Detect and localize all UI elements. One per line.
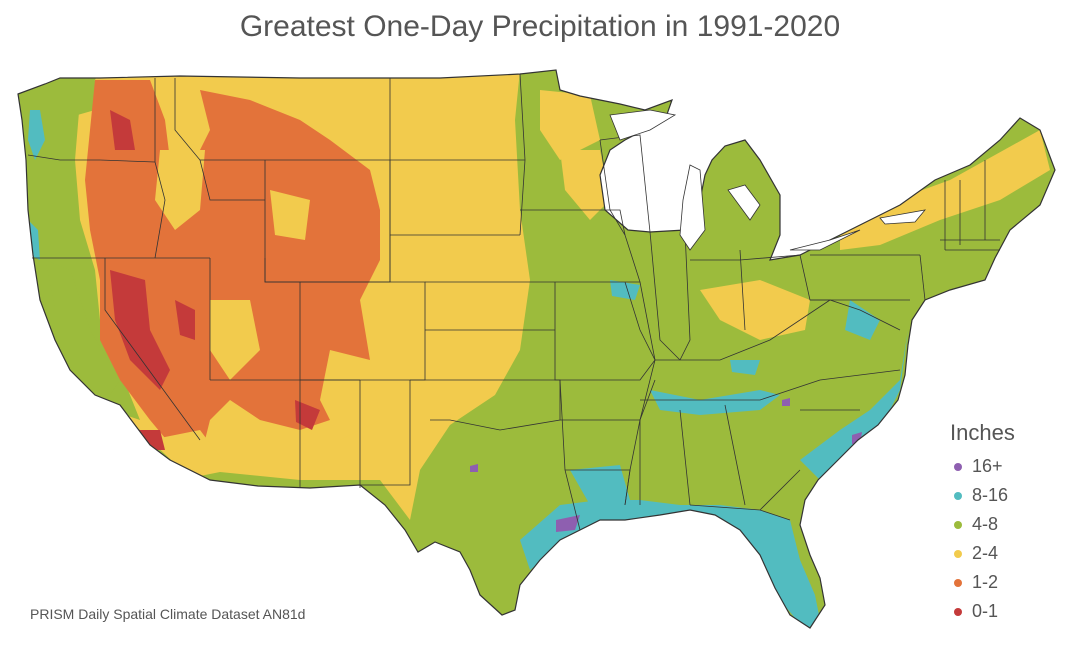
legend-swatch-4-8 bbox=[954, 520, 962, 529]
us-outline bbox=[17, 69, 1056, 629]
map-land-fill bbox=[18, 70, 1055, 628]
legend-item-2-4: 2-4 bbox=[950, 539, 1015, 568]
legend-label-16-plus: 16+ bbox=[972, 456, 1003, 476]
legend-item-16-plus: 16+ bbox=[950, 452, 1015, 481]
legend-swatch-8-16 bbox=[954, 491, 962, 500]
legend-label-0-1: 0-1 bbox=[972, 601, 999, 621]
great-lakes bbox=[609, 109, 927, 251]
legend-swatch-0-1 bbox=[954, 607, 962, 616]
state-borders bbox=[27, 73, 1000, 531]
map-legend: Inches 16+ 8-16 4-8 2-4 1-2 0-1 bbox=[950, 420, 1015, 626]
map-title: Greatest One-Day Precipitation in 1991-2… bbox=[239, 10, 841, 43]
legend-item-0-1: 0-1 bbox=[950, 597, 1015, 626]
legend-label-2-4: 2-4 bbox=[972, 543, 999, 563]
legend-swatch-2-4 bbox=[954, 549, 962, 558]
legend-label-8-16: 8-16 bbox=[972, 485, 1009, 505]
legend-swatch-16-plus bbox=[954, 462, 962, 471]
legend-item-4-8: 4-8 bbox=[950, 510, 1015, 539]
legend-swatch-1-2 bbox=[954, 578, 962, 587]
legend-label-1-2: 1-2 bbox=[972, 572, 999, 592]
source-credit: PRISM Daily Spatial Climate Dataset AN81… bbox=[30, 606, 306, 622]
legend-title: Inches bbox=[950, 420, 1015, 445]
legend-item-1-2: 1-2 bbox=[950, 568, 1015, 597]
legend-item-8-16: 8-16 bbox=[950, 481, 1015, 510]
legend-label-4-8: 4-8 bbox=[972, 514, 999, 534]
